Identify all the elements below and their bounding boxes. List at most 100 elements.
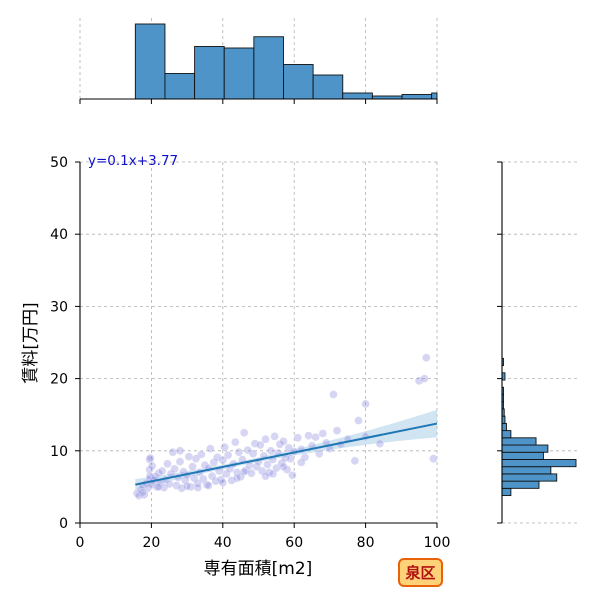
scatter-point — [333, 426, 341, 435]
x-tick-label: 80 — [357, 535, 375, 551]
scatter-point — [268, 469, 277, 478]
scatter-point — [176, 446, 184, 455]
scatter-point — [429, 454, 438, 463]
scatter-point — [148, 462, 156, 470]
top-hist-bar — [283, 64, 314, 100]
scatter-point — [204, 481, 213, 490]
scatter-point — [183, 482, 191, 491]
scatter-point — [197, 450, 206, 459]
scatter-point — [288, 471, 297, 480]
regression-equation: y=0.1x+3.77 — [88, 153, 178, 169]
scatter-point — [158, 467, 166, 475]
scatter-point — [284, 443, 293, 452]
scatter-point — [220, 443, 229, 452]
area-badge-box — [398, 558, 443, 587]
scatter-point — [354, 416, 363, 425]
scatter-point — [263, 460, 272, 469]
scatter-point — [311, 433, 320, 441]
scatter-point — [422, 353, 431, 362]
scatter-point — [231, 438, 240, 446]
right-hist-bar — [501, 487, 512, 497]
scatter-point — [176, 457, 184, 466]
top-hist-bar — [401, 94, 433, 100]
regression-line-segment — [135, 422, 438, 486]
top-hist-bar — [194, 46, 225, 100]
scatter-point — [154, 482, 163, 491]
scatter-point — [206, 444, 215, 453]
scatter-point — [261, 472, 270, 480]
scatter-point — [218, 456, 227, 465]
scatter-points — [133, 353, 438, 500]
right-hist-bar — [501, 473, 558, 482]
scatter-point — [361, 399, 370, 408]
y-tick-label: 30 — [50, 299, 68, 315]
scatter-point — [199, 475, 208, 483]
top-hist-bar — [223, 47, 255, 100]
area-badge: 泉区 — [398, 558, 443, 587]
y-tick-label: 40 — [50, 227, 68, 243]
top-hist-bar — [164, 73, 196, 100]
y-tick-label: 20 — [50, 372, 68, 388]
scatter-point — [188, 462, 197, 471]
scatter-point — [252, 462, 261, 471]
right-hist-bar — [501, 480, 540, 489]
scatter-point — [192, 454, 200, 463]
right-hist-bar — [501, 451, 544, 460]
scatter-point — [375, 439, 384, 448]
top-marginal-histogram — [134, 23, 438, 100]
y-tick-label: 10 — [50, 444, 68, 460]
top-hist-bar — [431, 92, 438, 100]
area-badge-label: 泉区 — [404, 564, 435, 582]
x-tick-label: 100 — [424, 535, 451, 551]
scatter-point — [293, 433, 302, 442]
top-hist-bar — [253, 36, 284, 100]
axes — [79, 98, 503, 524]
scatter-point — [240, 428, 249, 437]
y-tick-label: 0 — [59, 516, 68, 532]
scatter-point — [193, 479, 202, 488]
tick-labels: 0 20 40 60 80 100 0 10 20 30 40 50 — [50, 155, 450, 551]
scatter-point — [286, 454, 295, 463]
scatter-point — [170, 464, 179, 473]
scatter-point — [168, 448, 177, 457]
scatter-point — [420, 374, 429, 383]
x-axis-label: 専有面積[m2] — [204, 559, 313, 579]
scatter-point — [184, 452, 193, 461]
scatter-point — [193, 483, 202, 492]
scatter-point — [146, 454, 155, 462]
scatter-point — [140, 490, 149, 499]
scatter-point — [279, 462, 288, 471]
scatter-point — [233, 474, 241, 483]
scatter-point — [256, 441, 265, 449]
scatter-point — [181, 476, 190, 485]
scatter-point — [329, 390, 338, 399]
top-hist-bar — [134, 23, 166, 100]
scatter-point — [267, 446, 275, 455]
scatter-point — [163, 459, 172, 468]
scatter-point — [261, 435, 270, 444]
right-hist-bar — [501, 430, 512, 439]
x-tick-label: 60 — [285, 535, 303, 551]
right-hist-bar — [501, 466, 552, 475]
top-hist-bar — [312, 74, 344, 100]
y-axis-label: 賃料[万円] — [21, 302, 41, 383]
scatter-point — [318, 429, 327, 438]
right-hist-bar — [501, 437, 537, 446]
x-tick-label: 40 — [214, 535, 232, 551]
y-tick-label: 50 — [50, 155, 68, 171]
scatter-point — [224, 451, 233, 459]
right-hist-bar — [501, 444, 549, 453]
x-tick-label: 0 — [76, 535, 85, 551]
scatter-point — [240, 467, 249, 476]
scatter-point — [249, 449, 257, 458]
scatter-point — [165, 480, 174, 488]
scatter-point — [243, 446, 252, 454]
right-hist-bar — [501, 422, 507, 432]
regression-line — [135, 422, 438, 486]
top-hist-bar — [342, 92, 373, 100]
scatter-point — [297, 458, 306, 467]
scatter-point — [218, 478, 227, 487]
scatter-point — [247, 469, 256, 478]
scatter-point — [270, 432, 279, 441]
